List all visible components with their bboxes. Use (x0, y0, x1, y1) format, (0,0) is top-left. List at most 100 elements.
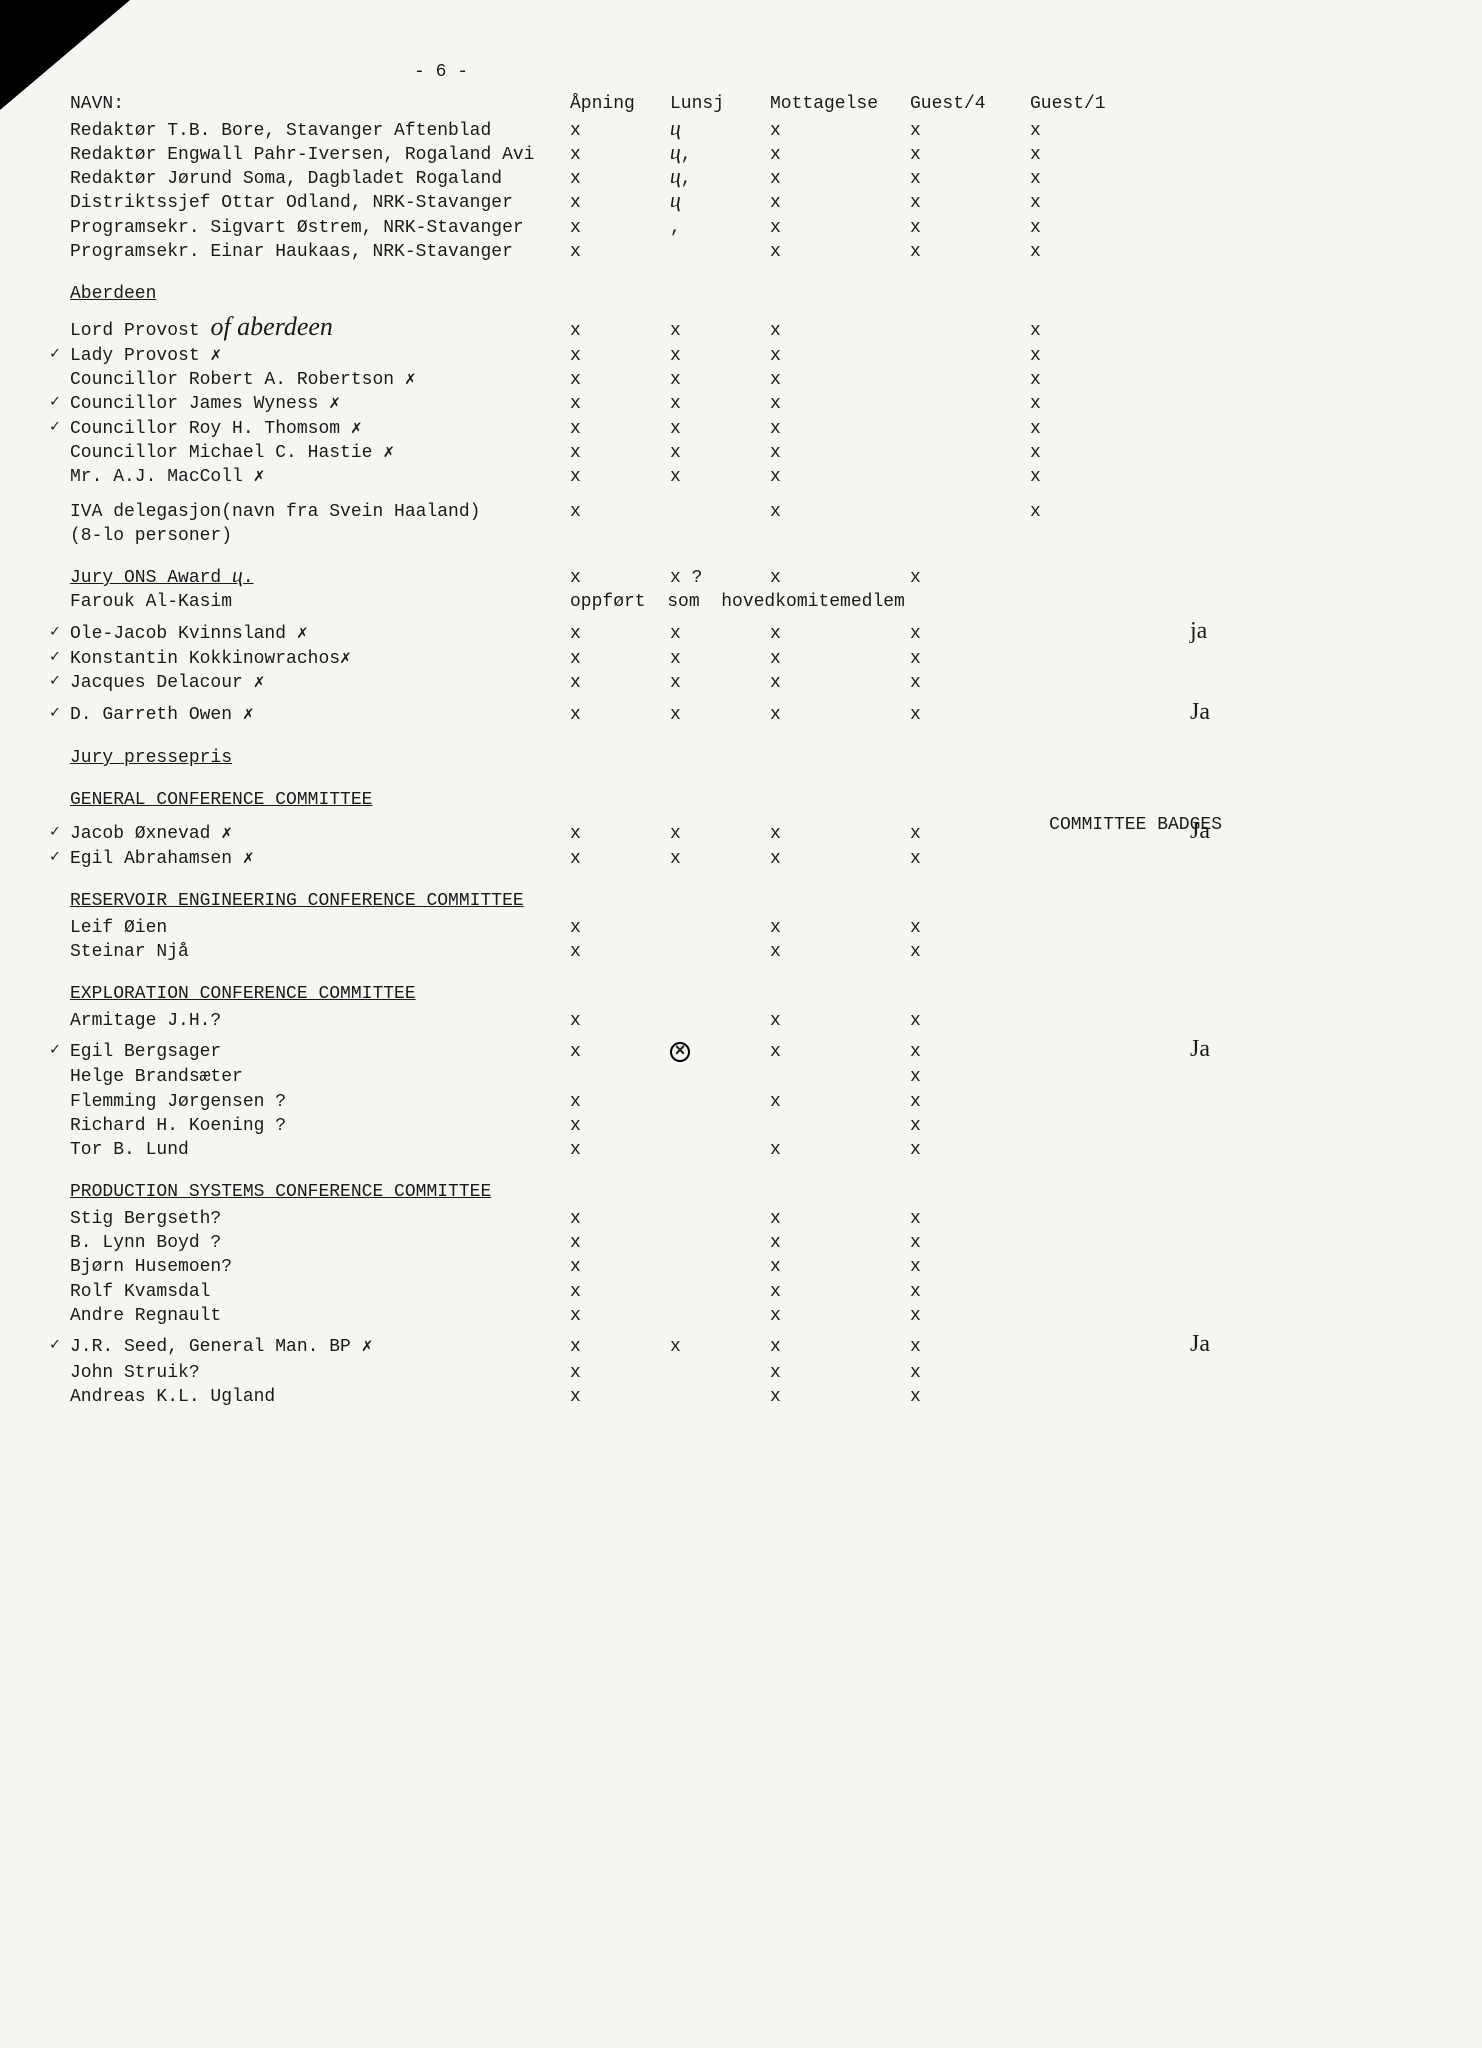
handwritten-margin: Ja (1150, 696, 1442, 728)
cell: x (570, 1207, 670, 1231)
row-name: Redaktør T.B. Bore, Stavanger Aftenblad (40, 119, 570, 143)
row-name: Jacob Øxnevad ✗ (40, 822, 570, 846)
table-row: Councillor James Wyness ✗xxxx (40, 392, 1442, 416)
cell: x (910, 191, 1030, 215)
cell: x (910, 1255, 1030, 1279)
table-row: Redaktør T.B. Bore, Stavanger Aftenblad x… (40, 119, 1442, 143)
table-row: Jacques Delacour ✗xxxx (40, 671, 1442, 695)
cell: x (1030, 417, 1150, 441)
table-row: Councillor Robert A. Robertson ✗xxxx (40, 368, 1442, 392)
cell: x (570, 216, 670, 240)
col-apning: Åpning (570, 92, 670, 116)
cell: x (570, 1255, 670, 1279)
cell: x (670, 622, 770, 646)
row-name: Bjørn Husemoen? (40, 1255, 570, 1279)
cell: x (910, 119, 1030, 143)
cell: x (910, 822, 1030, 846)
cell: x (910, 566, 1030, 590)
section-gcc: GENERAL CONFERENCE COMMITTEE (40, 788, 1442, 812)
circled-x-icon: × (670, 1042, 690, 1062)
cell: x (910, 703, 1030, 727)
cell: x (1030, 344, 1150, 368)
cell: x (670, 847, 770, 871)
cell: x (910, 1335, 1030, 1359)
section-recc: RESERVOIR ENGINEERING CONFERENCE COMMITT… (40, 889, 1442, 913)
cell: ⴗ (670, 119, 770, 143)
cell: x (770, 822, 910, 846)
row-name: John Struik? (40, 1361, 570, 1385)
cell: x (770, 916, 910, 940)
row-name: J.R. Seed, General Man. BP ✗ (40, 1335, 570, 1359)
cell: x (670, 671, 770, 695)
cell: x (910, 167, 1030, 191)
row-name: D. Garreth Owen ✗ (40, 703, 570, 727)
cell: x (670, 441, 770, 465)
cell: x (570, 1138, 670, 1162)
cell: x (770, 1280, 910, 1304)
cell: x (910, 1009, 1030, 1033)
iva-name: IVA delegasjon(navn fra Svein Haaland) (40, 500, 570, 524)
cell: × (670, 1040, 770, 1064)
row-name: Redaktør Engwall Pahr-Iversen, Rogaland … (40, 143, 570, 167)
cell: x (770, 465, 910, 489)
farouk-note: oppført som hovedkomitemedlem (570, 590, 1030, 614)
cell: x (570, 671, 670, 695)
table-row: Armitage J.H.?xxx (40, 1009, 1442, 1033)
cell: x (770, 847, 910, 871)
table-row: D. Garreth Owen ✗xxxxJa (40, 696, 1442, 728)
cell: x (570, 191, 670, 215)
cell: x (910, 143, 1030, 167)
cell: x (570, 940, 670, 964)
table-row: Lord Provost of aberdeenxxxx (40, 309, 1442, 344)
cell: x (670, 647, 770, 671)
table-row: Programsekr. Sigvart Østrem, NRK-Stavang… (40, 216, 1442, 240)
cell: x (670, 344, 770, 368)
cell: x (1030, 319, 1150, 343)
cell: x (910, 1280, 1030, 1304)
section-pscc: PRODUCTION SYSTEMS CONFERENCE COMMITTEE (40, 1180, 1442, 1204)
cell: x (670, 392, 770, 416)
cell: x (770, 191, 910, 215)
table-row: Helge Brandsæterx (40, 1065, 1442, 1089)
cell: x (770, 1090, 910, 1114)
cell: x (570, 1114, 670, 1138)
cell: x (570, 143, 670, 167)
cell: x (770, 417, 910, 441)
row-name: Councillor Robert A. Robertson ✗ (40, 368, 570, 392)
cell: x (1030, 191, 1150, 215)
cell: x (910, 1231, 1030, 1255)
handwritten-margin: Ja (1150, 1328, 1442, 1360)
row-name: Lady Provost ✗ (40, 344, 570, 368)
committee-badges-label: COMMITTEE BADGES (1049, 813, 1222, 837)
table-row: Programsekr. Einar Haukaas, NRK-Stavange… (40, 240, 1442, 264)
cell: x (910, 671, 1030, 695)
cell: x (570, 167, 670, 191)
table-row: Bjørn Husemoen?xxx (40, 1255, 1442, 1279)
cell: x (570, 319, 670, 343)
cell: x (570, 344, 670, 368)
cell: x (770, 1361, 910, 1385)
cell: x (1030, 240, 1150, 264)
table-row: Egil Abrahamsen ✗xxxx (40, 847, 1442, 871)
row-name: Ole-Jacob Kvinnsland ✗ (40, 622, 570, 646)
handwritten-margin: Ja (1150, 1033, 1442, 1065)
table-row: Leif Øienxxx (40, 916, 1442, 940)
row-name: Leif Øien (40, 916, 570, 940)
cell: x (1030, 119, 1150, 143)
cell: x (910, 1207, 1030, 1231)
cell: x (570, 916, 670, 940)
table-row: Rolf Kvamsdalxxx (40, 1280, 1442, 1304)
cell: x (1030, 216, 1150, 240)
row-name: Tor B. Lund (40, 1138, 570, 1162)
cell: x (670, 1335, 770, 1359)
cell: x (570, 822, 670, 846)
cell: x (910, 1040, 1030, 1064)
cell: x (1030, 441, 1150, 465)
page-number: - 6 - (40, 60, 1442, 84)
row-name: Lord Provost of aberdeen (40, 309, 570, 344)
cell: x (910, 216, 1030, 240)
cell: x (570, 500, 670, 524)
table-row: B. Lynn Boyd ?xxx (40, 1231, 1442, 1255)
cell: x (1030, 143, 1150, 167)
table-row: Stig Bergseth?xxx (40, 1207, 1442, 1231)
